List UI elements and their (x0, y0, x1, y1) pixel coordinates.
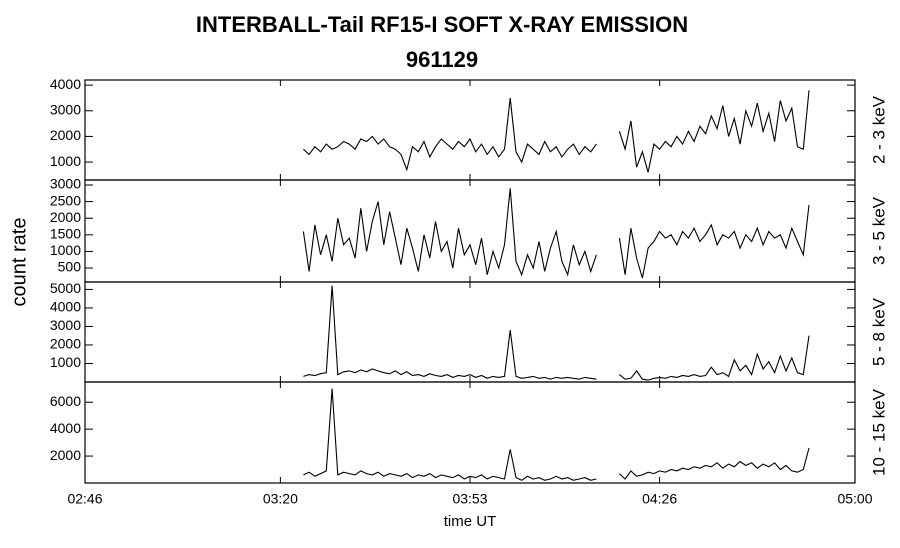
y-tick-label: 2000 (50, 127, 81, 143)
y-tick-label: 2000 (50, 336, 81, 352)
y-tick-label: 6000 (50, 393, 81, 409)
panel-frame (84, 381, 856, 484)
y-tick-label: 4000 (50, 420, 81, 436)
data-line (303, 388, 810, 481)
y-tick-label: 1500 (50, 226, 81, 242)
data-line (302, 188, 810, 279)
x-tick-label: 03:20 (263, 491, 298, 507)
x-tick-label: 04:26 (642, 491, 677, 507)
y-tick-label: 3000 (50, 101, 81, 117)
chart-subtitle: 961129 (406, 47, 478, 72)
x-axis-label: time UT (444, 513, 497, 530)
y-tick-label: 2500 (50, 192, 81, 208)
y-tick-label: 1000 (50, 354, 81, 370)
panel-frame (84, 281, 856, 383)
y-tick-label: 3000 (50, 176, 81, 192)
y-tick-label: 4000 (50, 76, 81, 92)
y-tick-label: 1000 (50, 153, 81, 169)
y-tick-label: 500 (58, 259, 82, 275)
y-tick-label: 1000 (50, 242, 81, 258)
y-tick-label: 5000 (50, 280, 81, 296)
y-tick-label: 3000 (50, 317, 81, 333)
y-tick-label: 2000 (50, 209, 81, 225)
panel-frame (84, 79, 856, 181)
y-tick-label: 4000 (50, 299, 81, 315)
series-label: 3 - 5 keV (869, 196, 888, 265)
y-axis-label: count rate (8, 218, 30, 307)
data-line (303, 285, 810, 381)
x-tick-label: 05:00 (837, 491, 872, 507)
series-label: 5 - 8 keV (869, 297, 888, 366)
series-label: 10 - 15 keV (869, 388, 888, 476)
x-tick-label: 02:46 (67, 491, 102, 507)
y-tick-label: 2000 (50, 447, 81, 463)
chart-title: INTERBALL-Tail RF15-I SOFT X-RAY EMISSIO… (196, 12, 688, 37)
panel-frame (84, 179, 856, 283)
series-label: 2 - 3 keV (869, 95, 888, 164)
x-tick-label: 03:53 (452, 491, 487, 507)
data-line (303, 90, 810, 173)
